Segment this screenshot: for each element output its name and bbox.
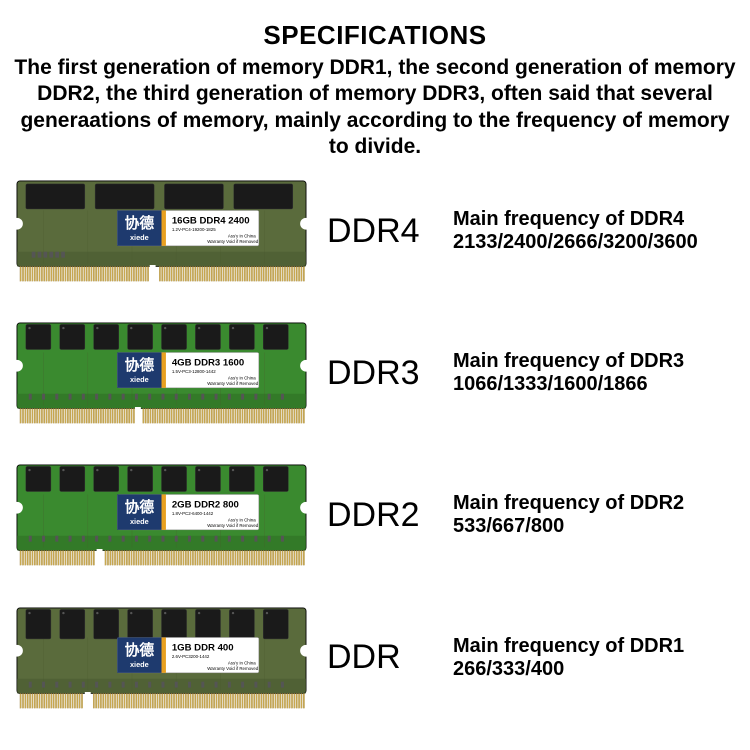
ddr-type-label: DDR [321, 638, 441, 677]
svg-text:xiede: xiede [130, 660, 149, 669]
svg-text:协德: 协德 [125, 641, 155, 659]
ram-module-illustration: 协德xiede2GB DDR2 8001.8V-PC2-6400-1442Ass… [14, 462, 309, 568]
frequency-block: Main frequency of DDR42133/2400/2666/320… [453, 208, 736, 254]
spec-subtitle: The first generation of memory DDR1, the… [14, 55, 736, 160]
svg-text:xiede: xiede [130, 233, 149, 242]
svg-text:1.8V-PC2-6400-1442: 1.8V-PC2-6400-1442 [172, 511, 214, 516]
svg-text:协德: 协德 [125, 356, 155, 374]
frequency-values: 533/667/800 [453, 515, 736, 538]
frequency-block: Main frequency of DDR31066/1333/1600/186… [453, 350, 736, 396]
ddr-type-label: DDR2 [321, 496, 441, 535]
svg-text:1.5V-PC3-12800-1442: 1.5V-PC3-12800-1442 [172, 369, 216, 374]
spec-title: SPECIFICATIONS [14, 20, 736, 51]
svg-text:Warranty Void if Removed: Warranty Void if Removed [207, 523, 259, 528]
module-image: 协德xiede1GB DDR 4002.6V-PC3200-1442Ass'y … [14, 605, 309, 711]
svg-text:1GB DDR 400: 1GB DDR 400 [172, 642, 234, 653]
frequency-title: Main frequency of DDR3 [453, 350, 736, 373]
svg-text:Warranty Void if Removed: Warranty Void if Removed [207, 665, 259, 670]
svg-text:xiede: xiede [130, 517, 149, 526]
svg-text:16GB DDR4 2400: 16GB DDR4 2400 [172, 216, 250, 227]
module-row: 协德xiede2GB DDR2 8001.8V-PC2-6400-1442Ass… [14, 462, 736, 568]
svg-text:xiede: xiede [130, 375, 149, 384]
frequency-values: 266/333/400 [453, 658, 736, 681]
ram-module-illustration: 协德xiede4GB DDR3 16001.5V-PC3-12800-1442A… [14, 320, 309, 426]
module-row: 协德xiede1GB DDR 4002.6V-PC3200-1442Ass'y … [14, 605, 736, 711]
svg-text:协德: 协德 [125, 499, 155, 517]
module-image: 协德xiede2GB DDR2 8001.8V-PC2-6400-1442Ass… [14, 462, 309, 568]
module-row: 协德xiede4GB DDR3 16001.5V-PC3-12800-1442A… [14, 320, 736, 426]
svg-text:2.6V-PC3200-1442: 2.6V-PC3200-1442 [172, 654, 210, 659]
svg-text:2GB DDR2 800: 2GB DDR2 800 [172, 500, 239, 511]
module-image: 协德xiede 16GB DDR4 24001.2V-PC4-19200-1825… [14, 178, 309, 284]
ddr-type-label: DDR3 [321, 354, 441, 393]
frequency-block: Main frequency of DDR2533/667/800 [453, 492, 736, 538]
svg-text:Warranty Void if Removed: Warranty Void if Removed [207, 381, 259, 386]
frequency-title: Main frequency of DDR2 [453, 492, 736, 515]
svg-text:Warranty Void if Removed: Warranty Void if Removed [207, 239, 259, 244]
svg-text:1.2V-PC4-19200-1825: 1.2V-PC4-19200-1825 [172, 227, 216, 232]
frequency-values: 2133/2400/2666/3200/3600 [453, 231, 736, 254]
svg-text:4GB DDR3 1600: 4GB DDR3 1600 [172, 358, 244, 369]
ddr-type-label: DDR4 [321, 212, 441, 251]
svg-text:协德: 协德 [125, 214, 155, 232]
ram-module-illustration: 协德xiede 16GB DDR4 24001.2V-PC4-19200-1825… [14, 178, 309, 284]
frequency-block: Main frequency of DDR1266/333/400 [453, 635, 736, 681]
frequency-title: Main frequency of DDR1 [453, 635, 736, 658]
module-image: 协德xiede4GB DDR3 16001.5V-PC3-12800-1442A… [14, 320, 309, 426]
ram-module-illustration: 协德xiede1GB DDR 4002.6V-PC3200-1442Ass'y … [14, 605, 309, 711]
frequency-title: Main frequency of DDR4 [453, 208, 736, 231]
frequency-values: 1066/1333/1600/1866 [453, 373, 736, 396]
module-row: 协德xiede 16GB DDR4 24001.2V-PC4-19200-1825… [14, 178, 736, 284]
module-rows: 协德xiede16GB DDR4 24001.2V-PC4-19200-1825… [14, 178, 736, 711]
